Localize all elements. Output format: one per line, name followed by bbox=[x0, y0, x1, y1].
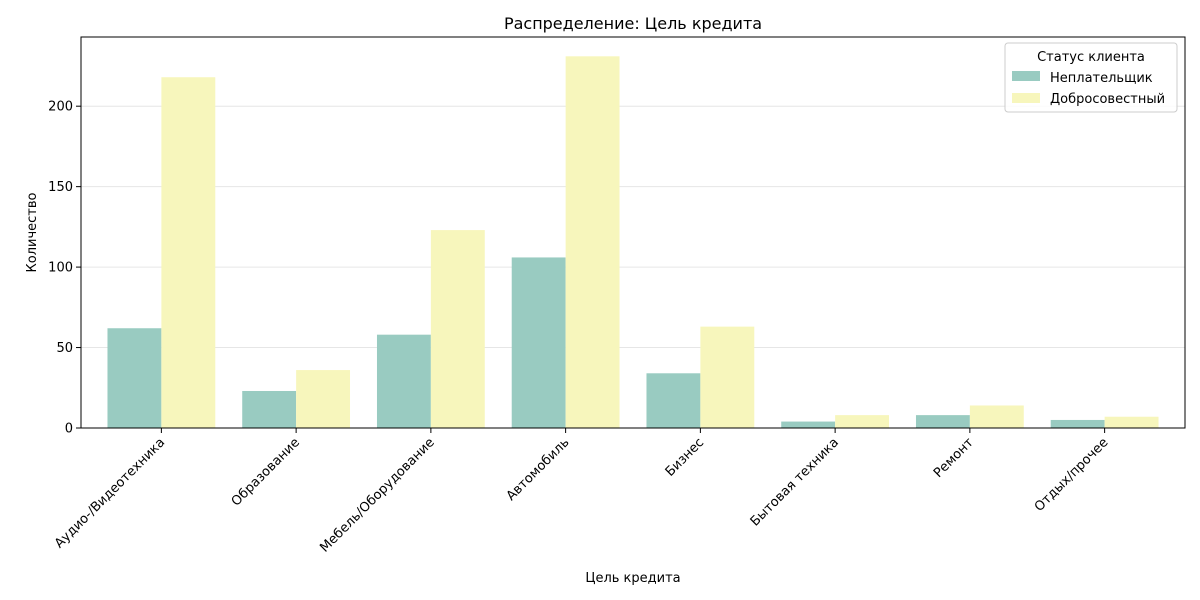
x-tick-label: Бытовая техника bbox=[748, 435, 842, 529]
y-axis: 0 50 100 150 200 bbox=[48, 100, 81, 437]
x-tick-label: Ремонт bbox=[931, 435, 977, 481]
bar-good bbox=[430, 230, 485, 428]
x-axis-title: Цель кредита bbox=[585, 571, 680, 586]
x-tick-label: Мебель/Оборудование bbox=[317, 435, 437, 555]
legend-swatch-good bbox=[1012, 93, 1040, 103]
y-tick-label: 0 bbox=[65, 422, 73, 437]
x-tick-label: Отдых/прочее bbox=[1032, 435, 1112, 515]
legend-title: Статус клиента bbox=[1037, 50, 1145, 65]
bar-good bbox=[1104, 416, 1159, 428]
chart-title: Распределение: Цель кредита bbox=[504, 14, 762, 33]
x-tick-label: Аудио-/Видеотехника bbox=[52, 435, 168, 551]
bar-good bbox=[835, 415, 890, 428]
bar-good bbox=[161, 77, 216, 429]
y-axis-title: Количество bbox=[25, 192, 40, 272]
x-tick-label: Автомобиль bbox=[504, 435, 573, 504]
bar-defaulter bbox=[376, 334, 431, 428]
plot-frame bbox=[80, 36, 1186, 429]
bar-good bbox=[969, 405, 1024, 428]
bar-defaulter bbox=[646, 373, 701, 428]
y-tick-label: 200 bbox=[48, 100, 73, 115]
x-axis: Аудио-/Видеотехника Образование Мебель/Обо… bbox=[52, 428, 1111, 556]
bar-defaulter bbox=[915, 415, 970, 428]
x-tick-label: Бизнес bbox=[663, 435, 708, 480]
grid-layer bbox=[81, 105, 1185, 429]
legend-label-defaulter: Неплательщик bbox=[1050, 71, 1153, 86]
y-tick-label: 150 bbox=[48, 180, 73, 195]
y-tick-label: 100 bbox=[48, 261, 73, 276]
x-tick-label: Образование bbox=[229, 435, 303, 509]
bar-defaulter bbox=[1050, 419, 1105, 428]
legend: Статус клиента Неплательщик Добросовестн… bbox=[1004, 42, 1178, 113]
bars-layer bbox=[107, 56, 1159, 429]
legend-swatch-defaulter bbox=[1012, 71, 1040, 81]
bar-good bbox=[296, 370, 351, 428]
bar-good bbox=[565, 56, 620, 428]
bar-defaulter bbox=[107, 328, 162, 428]
y-tick-label: 50 bbox=[56, 341, 73, 356]
bar-defaulter bbox=[511, 257, 566, 428]
bar-defaulter bbox=[781, 421, 836, 428]
bar-good bbox=[700, 326, 755, 428]
legend-label-good: Добросовестный bbox=[1050, 92, 1165, 107]
legend-box bbox=[1004, 42, 1178, 113]
bar-defaulter bbox=[242, 390, 297, 428]
